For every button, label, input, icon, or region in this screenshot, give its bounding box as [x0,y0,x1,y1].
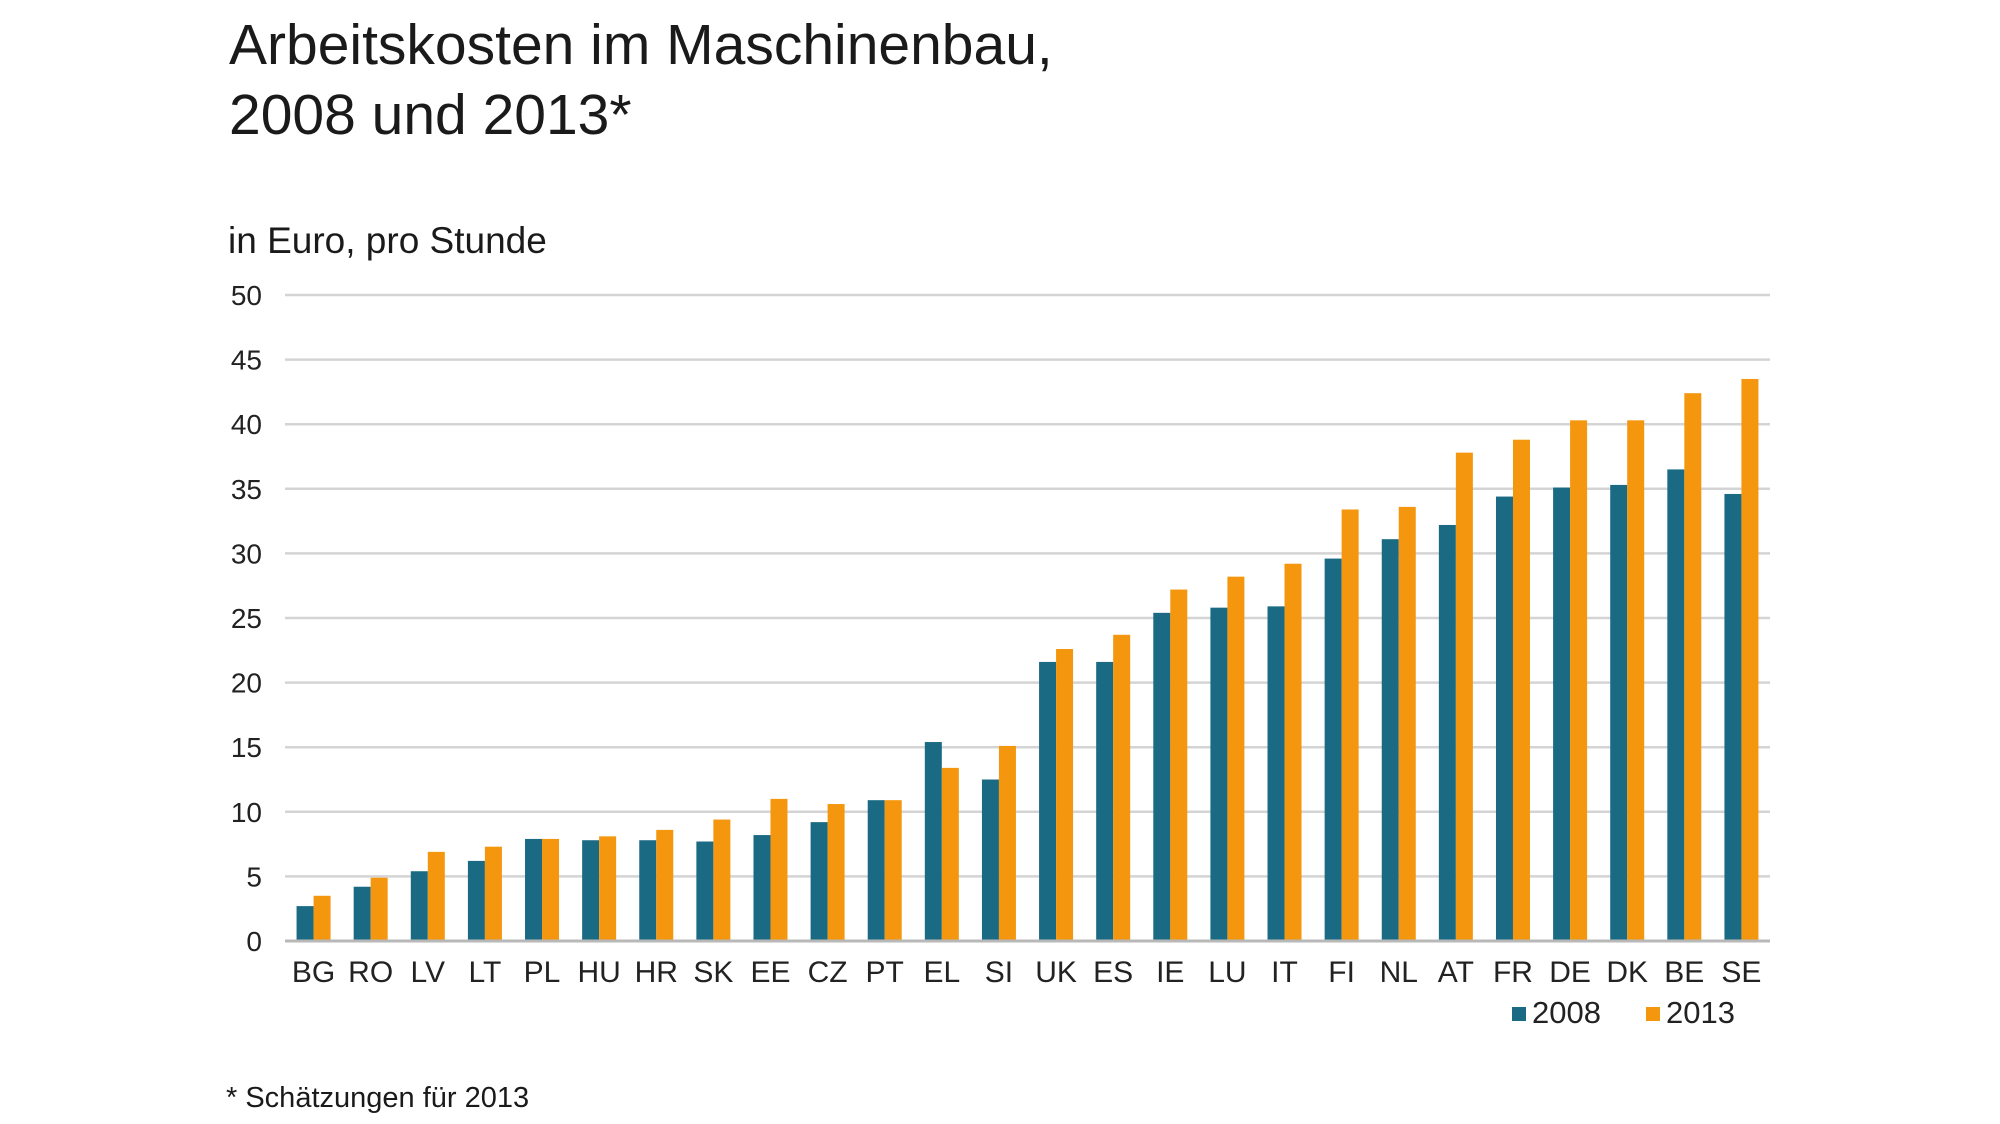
bar-2008-nl [1381,539,1399,941]
y-tick-label: 0 [246,926,262,957]
y-tick-label: 15 [231,732,262,763]
bar-2013-fr [1512,439,1530,941]
x-tick-label: LT [469,956,502,989]
x-tick-label: PL [524,956,561,989]
x-tick-label: LV [411,956,445,989]
y-axis-unit-label: in Euro, pro Stunde [228,220,547,261]
bar-2008-be [1667,469,1685,941]
x-tick-label: SE [1721,956,1761,989]
bar-2013-pt [884,800,902,941]
footnote: * Schätzungen für 2013 [226,1082,530,1114]
bar-2008-lu [1210,607,1228,941]
x-tick-label: EE [750,956,790,989]
x-tick-label: AT [1438,956,1474,989]
y-tick-label: 35 [231,474,262,505]
bar-2013-sk [713,819,731,941]
x-tick-label: HR [635,956,678,989]
y-tick-label: 45 [231,345,262,376]
chart-title: Arbeitskosten im Maschinenbau, 2008 und … [229,10,1053,150]
bar-2008-at [1438,524,1456,941]
bar-2013-at [1455,452,1473,941]
bar-2008-ro [353,886,371,941]
x-tick-label: ES [1093,956,1133,989]
x-tick-label: FI [1328,956,1355,989]
legend-swatch-2013 [1646,1007,1660,1021]
y-tick-label: 40 [231,409,262,440]
bar-2013-bg [313,895,331,941]
bar-2008-lt [467,860,485,941]
bar-2013-ie [1170,589,1188,941]
x-tick-label: LU [1208,956,1246,989]
bar-2013-se [1741,378,1759,942]
bar-2008-el [924,742,942,941]
bar-2013-dk [1627,420,1645,942]
bar-2008-se [1724,493,1742,941]
bar-2013-nl [1398,506,1416,941]
bar-2013-lv [427,851,445,941]
bar-2013-hr [656,829,674,941]
bar-2008-pl [525,838,543,941]
bar-2008-si [981,779,999,941]
y-tick-label: 30 [231,538,262,569]
y-tick-label: 50 [231,280,262,311]
bar-2013-pl [542,838,560,941]
bar-2008-hu [582,840,600,941]
x-tick-label: BE [1664,956,1704,989]
bar-2008-es [1096,661,1114,941]
x-tick-label: HU [577,956,620,989]
bar-2013-fi [1341,509,1359,941]
bar-2013-ro [370,877,388,941]
x-tick-label: DK [1606,956,1648,989]
bar-2013-lt [484,846,502,941]
bar-2008-pt [867,800,885,941]
x-tick-label: BG [292,956,335,989]
x-tick-label: EL [923,956,960,989]
x-tick-label: UK [1035,956,1077,989]
bar-2013-be [1684,393,1702,941]
bar-2008-ee [753,835,771,941]
bar-2013-uk [1056,649,1074,941]
x-tick-label: RO [348,956,393,989]
bar-2008-fi [1324,558,1342,941]
bar-2013-cz [827,804,845,941]
x-tick-label: SK [693,956,733,989]
x-tick-label: NL [1380,956,1418,989]
bar-2008-sk [696,841,714,941]
chart-title-line-1: Arbeitskosten im Maschinenbau, [229,13,1053,77]
bar-2008-cz [810,822,828,941]
legend-label-2013: 2013 [1666,995,1735,1030]
x-tick-label: IT [1271,956,1298,989]
bar-2008-uk [1039,661,1057,941]
bar-2013-ee [770,798,788,941]
x-tick-label: CZ [808,956,848,989]
x-tick-label: IE [1156,956,1184,989]
legend-swatch-2008 [1512,1007,1526,1021]
chart-title-line-2: 2008 und 2013* [229,83,632,147]
bar-2008-lv [410,871,428,941]
bar-2013-el [941,767,959,941]
bar-2008-hr [639,840,657,941]
y-tick-label: 5 [246,861,262,892]
x-tick-label: PT [866,956,904,989]
bar-2008-bg [296,906,314,941]
legend-label-2008: 2008 [1532,995,1601,1030]
y-tick-label: 20 [231,668,262,699]
bar-2013-de [1570,420,1588,942]
bar-2013-hu [599,836,617,941]
bar-2008-de [1553,487,1571,941]
bar-2013-es [1113,634,1131,941]
bar-2008-fr [1495,496,1513,941]
bar-2013-si [998,745,1016,941]
x-tick-label: FR [1493,956,1533,989]
bar-2008-ie [1153,612,1171,941]
y-tick-label: 25 [231,603,262,634]
bar-2008-dk [1610,484,1628,941]
x-tick-label: DE [1549,956,1591,989]
y-tick-label: 10 [231,797,262,828]
bar-2008-it [1267,606,1285,941]
bar-2013-it [1284,563,1302,941]
bar-2013-lu [1227,576,1245,941]
x-tick-label: SI [985,956,1013,989]
